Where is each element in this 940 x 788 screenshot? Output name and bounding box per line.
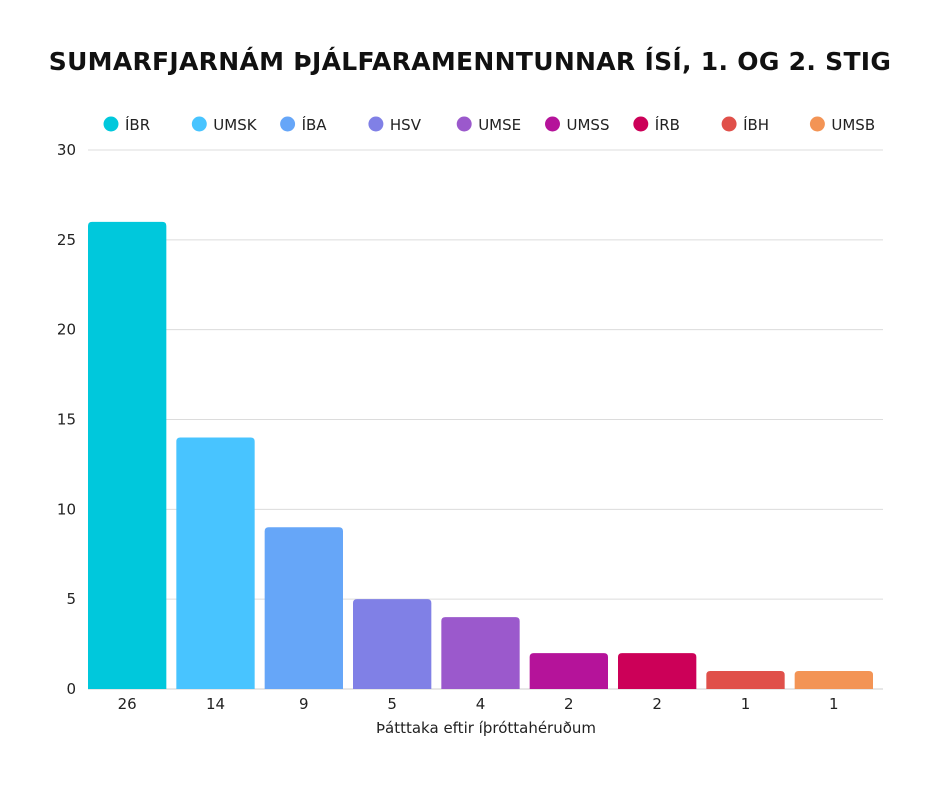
bar-íba	[264, 527, 343, 689]
legend-swatch-umss	[545, 116, 560, 132]
legend-label-umss: UMSS	[567, 116, 610, 134]
chart-title: SUMARFJARNÁM ÞJÁLFARAMENNTUNNAR ÍSÍ, 1. …	[48, 47, 892, 76]
x-axis-label: Þátttaka eftir íþróttahéruðum	[376, 719, 596, 737]
x-tick-label: 9	[299, 695, 309, 713]
x-tick-label: 1	[741, 695, 751, 713]
legend: ÍBR UMSK ÍBA HSV UMSE UMSS ÍRB ÍBH UMSB	[103, 115, 875, 134]
legend-swatch-íbr	[103, 116, 119, 132]
bar-umse	[441, 617, 520, 689]
bar-íbr	[88, 221, 167, 689]
x-tick-label: 26	[118, 695, 137, 713]
legend-swatch-umsb	[809, 116, 825, 132]
y-tick-label: 20	[57, 321, 76, 339]
legend-swatch-írb	[633, 116, 649, 132]
legend-label-umsk: UMSK	[213, 116, 257, 134]
x-tick-label: 5	[387, 695, 397, 713]
legend-swatch-íba	[280, 116, 296, 132]
bars	[88, 221, 873, 689]
bar-íbh	[706, 671, 785, 689]
y-tick-label: 0	[66, 680, 76, 698]
legend-label-hsv: HSV	[390, 116, 422, 134]
x-tick-label: 2	[564, 695, 574, 713]
legend-swatch-hsv	[368, 116, 384, 132]
bar-umsk	[176, 437, 255, 689]
y-tick-label: 25	[57, 231, 76, 249]
legend-swatch-umse	[456, 116, 472, 132]
x-tick-label: 14	[206, 695, 225, 713]
x-tick-label: 1	[829, 695, 839, 713]
legend-swatch-íbh	[721, 116, 737, 132]
x-tick-label: 4	[476, 695, 486, 713]
legend-label-íbr: ÍBR	[125, 115, 150, 134]
y-tick-label: 5	[66, 590, 76, 608]
y-tick-label: 15	[57, 411, 76, 429]
bar-írb	[618, 653, 697, 689]
legend-label-írb: ÍRB	[655, 115, 680, 134]
x-axis-ticks: 26 14 9 5 4 2 2 1 1	[118, 695, 839, 713]
y-tick-label: 10	[57, 500, 76, 518]
y-tick-label: 30	[57, 141, 76, 159]
legend-swatch-umsk	[191, 116, 207, 132]
legend-label-íbh: ÍBH	[743, 115, 769, 134]
legend-label-íba: ÍBA	[302, 115, 328, 134]
legend-label-umse: UMSE	[478, 116, 521, 134]
legend-label-umsb: UMSB	[831, 116, 875, 134]
bar-hsv	[353, 599, 432, 689]
x-tick-label: 2	[652, 695, 662, 713]
bar-umss	[529, 653, 608, 689]
bar-umsb	[794, 671, 873, 689]
y-axis-ticks: 0 5 10 15 20 25 30	[57, 141, 76, 698]
